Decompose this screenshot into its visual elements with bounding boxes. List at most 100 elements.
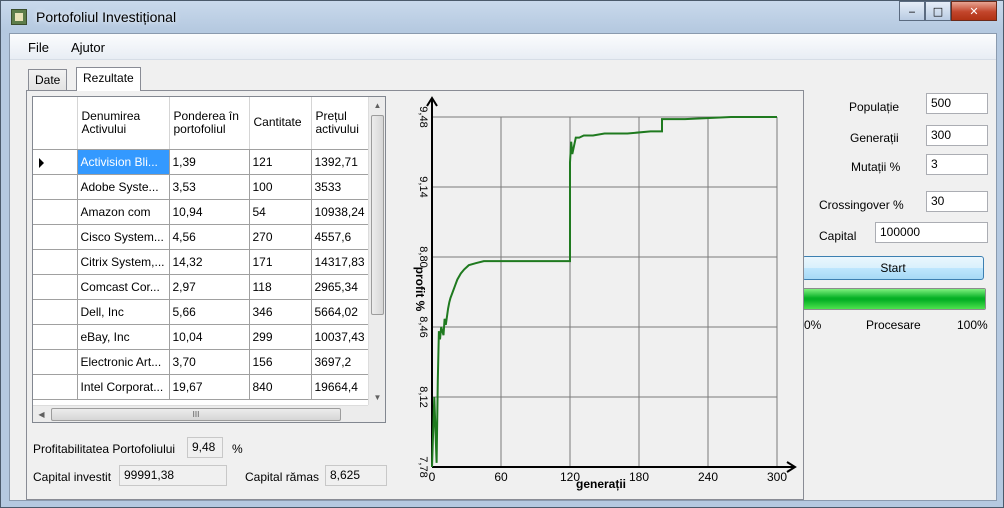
vertical-scroll-thumb[interactable] [371,115,384,315]
scrollbar-corner [368,405,385,422]
horizontal-scrollbar[interactable]: ◀ III ▶ [33,405,385,422]
y-axis-label: profit % [413,267,427,312]
remaining-field[interactable]: 8,625 [325,465,387,486]
chart-grid [432,116,778,467]
start-button[interactable]: Start [802,256,984,280]
cell-denumirea[interactable]: Citrix System,... [77,249,170,275]
cell-pretul[interactable]: 3697,2 [311,349,370,375]
cell-pretul[interactable]: 14317,83 [311,249,370,275]
row-header[interactable] [33,174,78,200]
cell-denumirea[interactable]: eBay, Inc [77,324,170,350]
capital-input[interactable]: 100000 [875,222,988,243]
tab-rezultate[interactable]: Rezultate [76,67,141,91]
column-header-pretul[interactable]: Prețul activului [311,97,370,150]
cell-cantitate[interactable]: 118 [249,274,312,300]
table-row[interactable]: Adobe Syste... 3,53 100 3533 [33,174,370,200]
cell-cantitate[interactable]: 100 [249,174,312,200]
cell-cantitate[interactable]: 156 [249,349,312,375]
invested-field[interactable]: 99991,38 [119,465,227,486]
populatie-input[interactable]: 500 [926,93,988,114]
row-header[interactable] [33,199,78,225]
cell-ponderea[interactable]: 10,04 [169,324,250,350]
row-header[interactable] [33,249,78,275]
cell-denumirea[interactable]: Intel Corporat... [77,374,170,400]
table-body: Activision Bli... 1,39 121 1392,71 Adobe Sys… [33,149,370,400]
generatii-label: Generații [850,131,899,145]
cell-pretul[interactable]: 3533 [311,174,370,200]
menu-file[interactable]: File [28,40,49,55]
cell-pretul[interactable]: 4557,6 [311,224,370,250]
row-header[interactable] [33,324,78,350]
cell-cantitate[interactable]: 121 [249,149,312,175]
row-header[interactable] [33,374,78,400]
cell-cantitate[interactable]: 270 [249,224,312,250]
cell-denumirea[interactable]: Cisco System... [77,224,170,250]
maximize-button[interactable]: □ [925,1,951,21]
scroll-up-icon[interactable]: ▲ [373,101,382,110]
cell-denumirea[interactable]: Adobe Syste... [77,174,170,200]
cell-cantitate[interactable]: 840 [249,374,312,400]
cell-pretul[interactable]: 19664,4 [311,374,370,400]
cell-ponderea[interactable]: 14,32 [169,249,250,275]
table-row[interactable]: Citrix System,... 14,32 171 14317,83 [33,249,370,275]
table-row[interactable]: Dell, Inc 5,66 346 5664,02 [33,299,370,325]
cell-ponderea[interactable]: 4,56 [169,224,250,250]
cell-ponderea[interactable]: 1,39 [169,149,250,175]
column-header-cantitate[interactable]: Cantitate [249,97,312,150]
tab-date[interactable]: Date [28,69,68,91]
progress-min-label: 0% [804,318,822,332]
profit-series-line [431,116,777,468]
scroll-left-icon[interactable]: ◀ [38,410,45,419]
cell-pretul[interactable]: 1392,71 [311,149,370,175]
cell-denumirea[interactable]: Dell, Inc [77,299,170,325]
cell-pretul[interactable]: 2965,34 [311,274,370,300]
cell-denumirea[interactable]: Comcast Cor... [77,274,170,300]
horizontal-scroll-thumb[interactable]: III [51,408,341,421]
current-row-arrow-icon [39,157,44,168]
cell-cantitate[interactable]: 299 [249,324,312,350]
table-row[interactable]: Comcast Cor... 2,97 118 2965,34 [33,274,370,300]
column-header-denumirea[interactable]: Denumirea Activului [77,97,170,150]
table-row[interactable]: Cisco System... 4,56 270 4557,6 [33,224,370,250]
cell-ponderea[interactable]: 10,94 [169,199,250,225]
cell-ponderea[interactable]: 3,70 [169,349,250,375]
cell-cantitate[interactable]: 171 [249,249,312,275]
close-button[interactable]: ✕ [951,1,997,21]
title-bar[interactable]: Portofoliul Investițional ‒ □ ✕ [1,1,1003,33]
table-row[interactable]: Activision Bli... 1,39 121 1392,71 [33,149,370,175]
cell-ponderea[interactable]: 19,67 [169,374,250,400]
table-row[interactable]: Amazon com 10,94 54 10938,24 [33,199,370,225]
row-header[interactable] [33,224,78,250]
menu-ajutor[interactable]: Ajutor [71,40,105,55]
cell-denumirea[interactable]: Electronic Art... [77,349,170,375]
cell-cantitate[interactable]: 346 [249,299,312,325]
cell-pretul[interactable]: 5664,02 [311,299,370,325]
cell-ponderea[interactable]: 2,97 [169,274,250,300]
table-row[interactable]: Electronic Art... 3,70 156 3697,2 [33,349,370,375]
cell-cantitate[interactable]: 54 [249,199,312,225]
generatii-input[interactable]: 300 [926,125,988,146]
column-header-ponderea[interactable]: Ponderea în portofoliul [169,97,250,150]
table-row[interactable]: Intel Corporat... 19,67 840 19664,4 [33,374,370,400]
row-header[interactable] [33,274,78,300]
remaining-label: Capital rămas [245,470,320,484]
vertical-scrollbar[interactable]: ▲ ▼ [368,97,385,406]
crossingover-input[interactable]: 30 [926,191,988,212]
cell-ponderea[interactable]: 5,66 [169,299,250,325]
row-header[interactable] [33,299,78,325]
scroll-down-icon[interactable]: ▼ [373,393,382,402]
minimize-button[interactable]: ‒ [899,1,925,21]
assets-grid[interactable]: Denumirea Activului Ponderea în portofol… [32,96,386,423]
mutatii-input[interactable]: 3 [926,154,988,175]
app-icon [11,9,27,25]
cell-pretul[interactable]: 10938,24 [311,199,370,225]
row-header[interactable] [33,149,78,175]
profit-unit: % [232,442,243,456]
table-row[interactable]: eBay, Inc 10,04 299 10037,43 [33,324,370,350]
cell-ponderea[interactable]: 3,53 [169,174,250,200]
cell-denumirea[interactable]: Activision Bli... [77,149,170,175]
cell-denumirea[interactable]: Amazon com [77,199,170,225]
row-header[interactable] [33,349,78,375]
cell-pretul[interactable]: 10037,43 [311,324,370,350]
profit-field[interactable]: 9,48 [187,437,223,458]
